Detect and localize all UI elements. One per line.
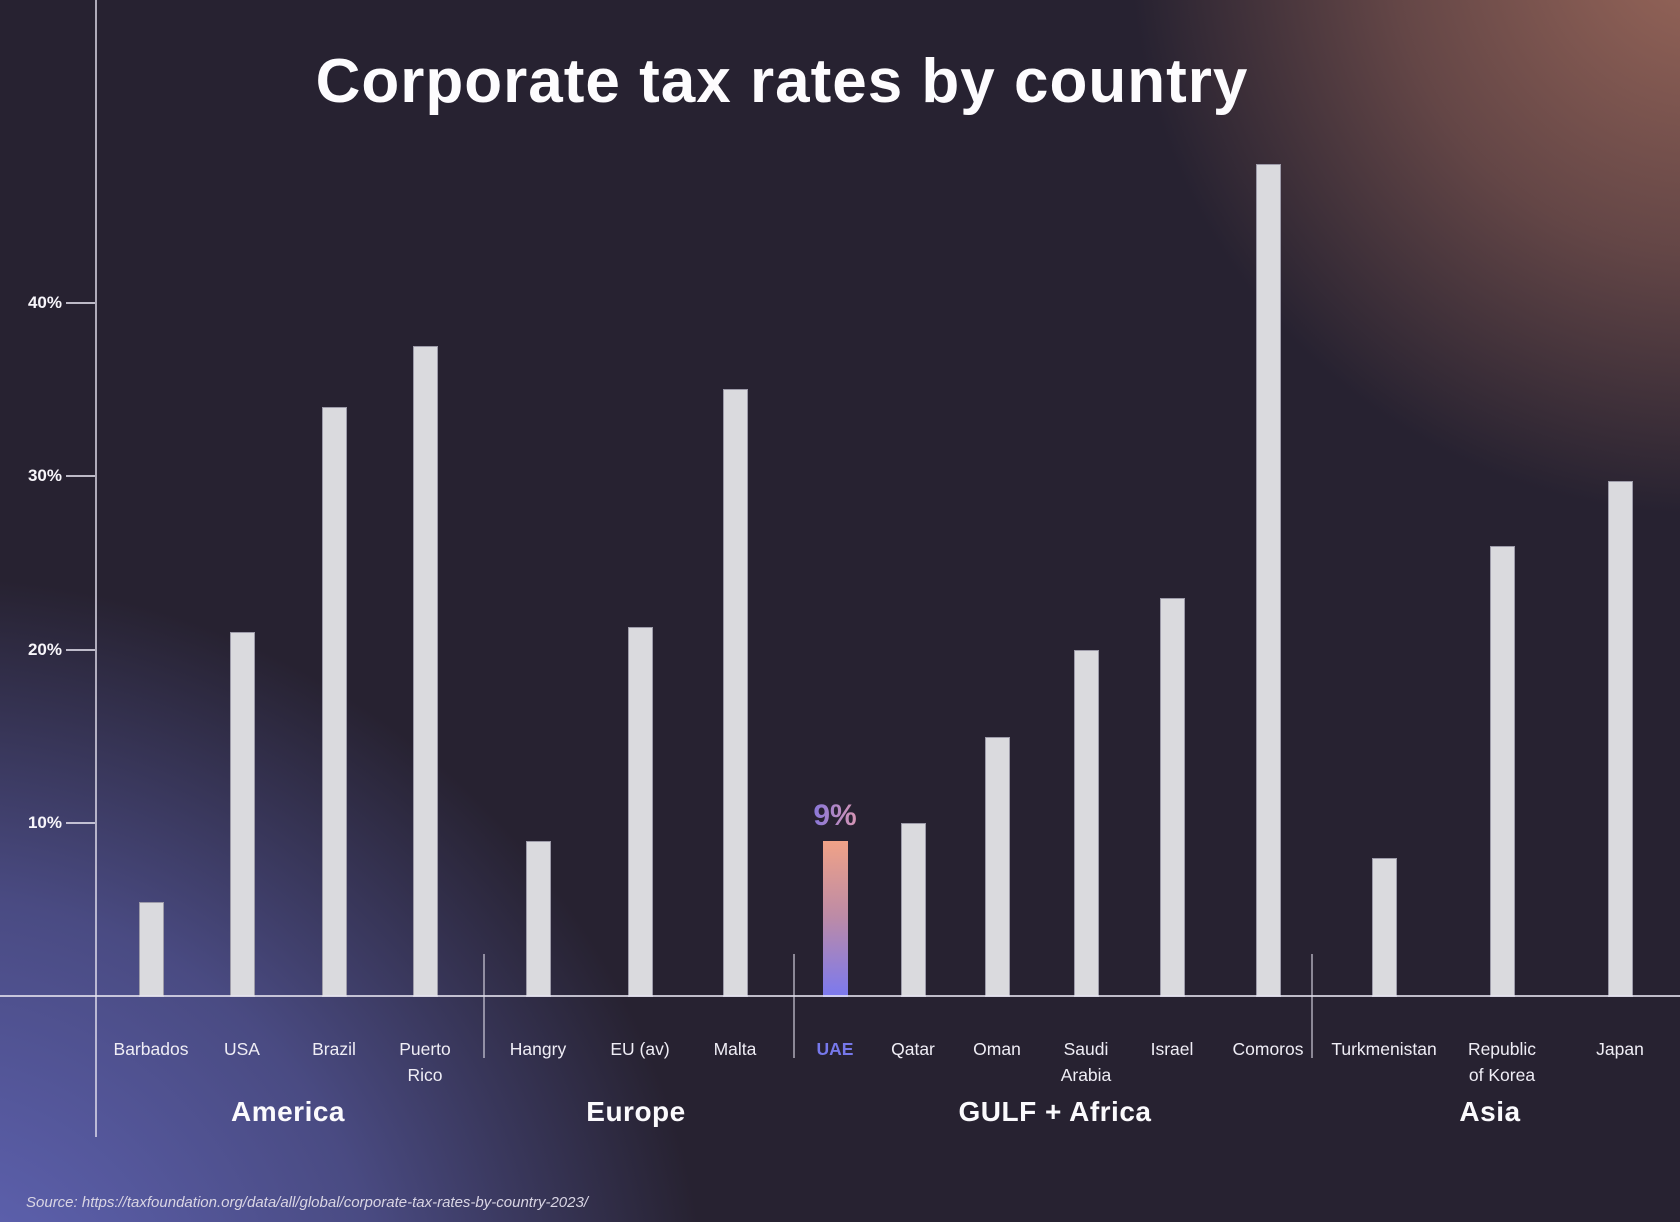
group-divider-3 [1311,954,1313,1058]
y-tick-dash-20 [66,648,95,651]
y-tick-label-40: 40% [27,292,62,312]
bar-comoros [1255,163,1281,997]
country-label-barbados: Barbados [113,1039,189,1059]
bar-uae [822,840,848,997]
y-tick-label-10: 10% [27,813,62,833]
chart-title: Corporate tax rates by country [315,47,1249,116]
bar-brazil [321,406,347,997]
bar-oman [984,736,1010,997]
bar-barbados [138,901,164,997]
country-label-saudi-arabia: Saudi Arabia [1060,1039,1112,1085]
country-label-hangry: Hangry [509,1039,567,1059]
country-label-uae: UAE [816,1039,854,1059]
y-axis-line [95,0,97,1137]
bar-japan [1607,481,1633,997]
value-label-uae: 9% [775,799,895,833]
bar-puerto-rico [412,346,438,997]
country-label-turkmenistan: Turkmenistan [1331,1039,1437,1059]
region-label-america: America [230,1096,345,1127]
country-label-japan: Japan [1596,1039,1644,1059]
group-divider-1 [483,954,485,1058]
y-tick-dash-10 [66,822,95,825]
region-label-gulf-africa: GULF + Africa [958,1096,1152,1127]
bar-israel [1159,597,1185,997]
x-axis-baseline [0,995,1680,997]
y-tick-label-20: 20% [27,639,62,659]
y-tick-label-30: 30% [27,466,62,486]
country-label-oman: Oman [973,1039,1021,1059]
y-tick-dash-30 [66,475,95,478]
country-label-comoros: Comoros [1232,1039,1304,1059]
region-label-asia: Asia [1459,1096,1521,1127]
country-label-malta: Malta [713,1039,757,1059]
country-label-brazil: Brazil [312,1039,356,1059]
bar-saudi-arabia [1073,649,1099,997]
country-label-qatar: Qatar [891,1039,935,1059]
source-citation: Source: https://taxfoundation.org/data/a… [26,1194,588,1211]
country-label-puerto-rico: Puerto Rico [399,1039,451,1085]
country-label-israel: Israel [1150,1039,1194,1059]
bar-eu-av [627,627,653,997]
bar-usa [229,632,255,997]
y-tick-dash-40 [66,301,95,304]
region-label-europe: Europe [586,1096,686,1127]
bar-turkmenistan [1371,858,1397,997]
country-label-republic-of-korea: Republic of Korea [1467,1039,1537,1085]
bar-qatar [900,823,926,997]
group-divider-2 [793,954,795,1058]
bar-republic-of-korea [1489,545,1515,997]
bar-hangry [525,840,551,997]
country-label-usa: USA [224,1039,260,1059]
country-label-eu-av: EU (av) [610,1039,670,1059]
bar-malta [722,389,748,997]
